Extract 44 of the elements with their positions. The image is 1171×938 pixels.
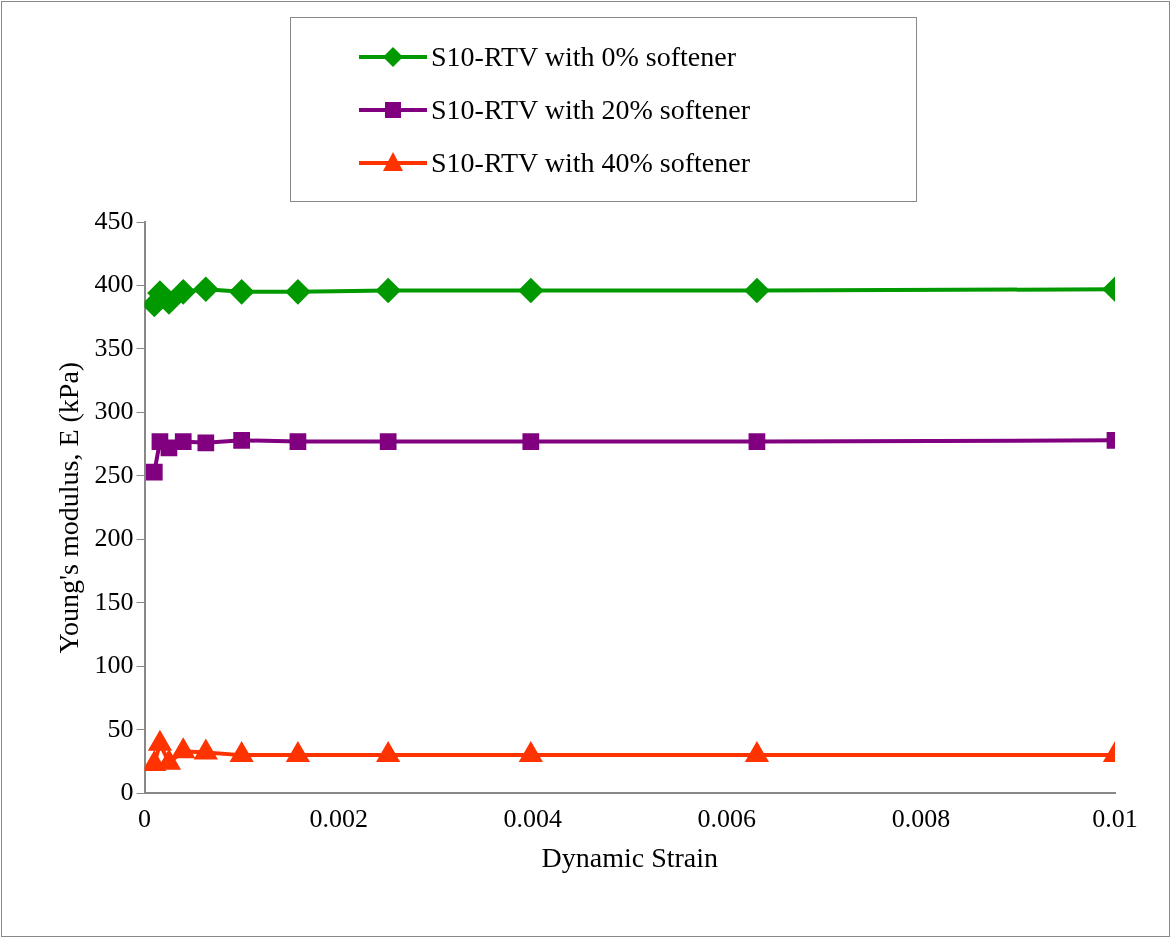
point — [746, 743, 768, 763]
point — [197, 434, 215, 452]
x-tick-label: 0.006 — [697, 803, 757, 833]
point — [148, 729, 172, 751]
y-tick-label: 450 — [94, 205, 134, 235]
point — [171, 279, 196, 304]
point — [145, 463, 163, 481]
point — [520, 743, 542, 763]
point — [174, 433, 192, 450]
x-tick-label: 0.002 — [309, 803, 368, 833]
point — [744, 278, 769, 303]
point — [518, 278, 543, 303]
point — [229, 279, 254, 304]
point — [285, 279, 310, 304]
point — [233, 431, 250, 449]
point — [522, 433, 540, 450]
point — [748, 433, 766, 450]
point — [287, 743, 309, 763]
x-tick-label: 0.01 — [1092, 803, 1138, 833]
point — [158, 750, 180, 770]
legend-label: S10-RTV with 40% softener — [431, 146, 750, 179]
y-tick-label: 200 — [94, 523, 134, 553]
point — [144, 752, 165, 772]
point — [172, 739, 194, 759]
y-tick-label: 250 — [94, 459, 134, 489]
x-tick-label: 0.008 — [891, 803, 951, 833]
x-axis-title: Dynamic Strain — [541, 841, 719, 873]
point — [230, 743, 253, 763]
y-tick-label: 50 — [107, 713, 134, 743]
y-axis-title: Young's modulus, E (kPa) — [53, 361, 85, 654]
legend-label: S10-RTV with 0% softener — [431, 40, 736, 73]
y-tick-label: 300 — [94, 396, 134, 426]
y-tick-label: 350 — [94, 332, 134, 362]
point — [379, 433, 397, 450]
x-tick-label: 0.004 — [503, 803, 563, 833]
y-tick-label: 100 — [94, 650, 134, 680]
y-tick-label: 400 — [94, 269, 134, 299]
point — [377, 743, 399, 763]
point — [193, 277, 218, 302]
point — [289, 433, 307, 450]
y-tick-label: 0 — [120, 777, 134, 807]
point — [376, 278, 401, 303]
legend-label: S10-RTV with 20% softener — [431, 93, 750, 126]
y-tick-label: 150 — [94, 586, 134, 616]
